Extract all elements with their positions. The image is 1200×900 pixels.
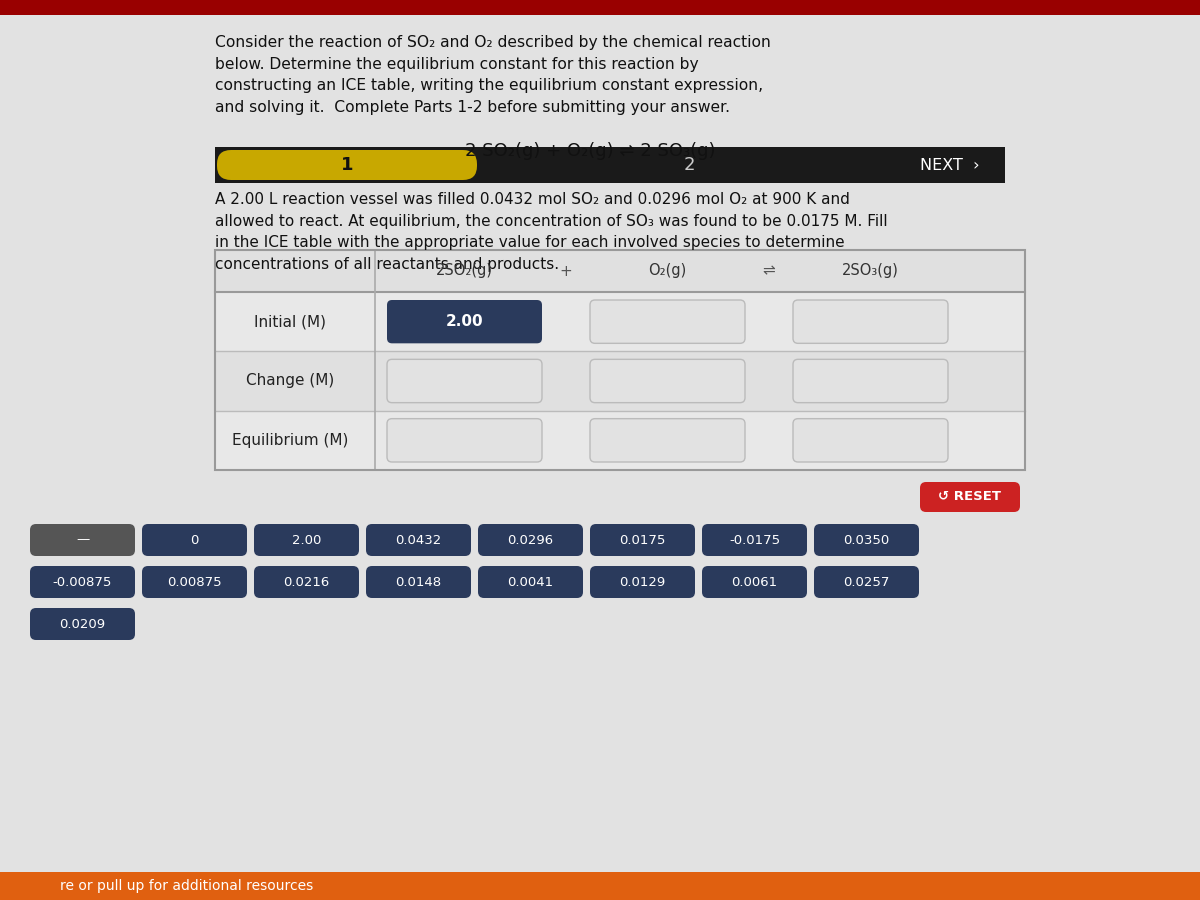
Text: Consider the reaction of SO₂ and O₂ described by the chemical reaction
below. De: Consider the reaction of SO₂ and O₂ desc… — [215, 35, 770, 115]
Text: ⇌: ⇌ — [763, 264, 775, 278]
Bar — [215, 410, 1025, 470]
Bar — [0, 872, 1200, 900]
Text: 0.0257: 0.0257 — [844, 575, 889, 589]
Text: 1: 1 — [341, 156, 353, 174]
Bar — [0, 0, 1200, 15]
Text: NEXT  ›: NEXT › — [920, 158, 979, 173]
FancyBboxPatch shape — [478, 566, 583, 598]
Text: +: + — [559, 264, 572, 278]
Text: —: — — [76, 534, 89, 546]
Bar — [215, 250, 1025, 292]
FancyBboxPatch shape — [702, 524, 808, 556]
Text: A 2.00 L reaction vessel was filled 0.0432 mol SO₂ and 0.0296 mol O₂ at 900 K an: A 2.00 L reaction vessel was filled 0.04… — [215, 192, 888, 272]
FancyBboxPatch shape — [920, 482, 1020, 512]
Text: 0.0296: 0.0296 — [508, 534, 553, 546]
FancyBboxPatch shape — [478, 524, 583, 556]
FancyBboxPatch shape — [793, 359, 948, 402]
Text: 2.00: 2.00 — [292, 534, 322, 546]
Text: Equilibrium (M): Equilibrium (M) — [232, 433, 348, 448]
FancyBboxPatch shape — [366, 566, 470, 598]
FancyBboxPatch shape — [30, 608, 134, 640]
FancyBboxPatch shape — [386, 418, 542, 462]
Text: 0.0209: 0.0209 — [60, 617, 106, 631]
Text: 0.0129: 0.0129 — [619, 575, 666, 589]
Text: 2SO₃(g): 2SO₃(g) — [842, 264, 899, 278]
FancyBboxPatch shape — [793, 300, 948, 343]
FancyBboxPatch shape — [142, 524, 247, 556]
FancyBboxPatch shape — [386, 300, 542, 343]
FancyBboxPatch shape — [217, 150, 478, 180]
FancyBboxPatch shape — [590, 418, 745, 462]
Text: 0: 0 — [191, 534, 199, 546]
Text: ↺ RESET: ↺ RESET — [938, 491, 1002, 503]
Bar — [215, 250, 1025, 470]
Text: 0.0350: 0.0350 — [844, 534, 889, 546]
FancyBboxPatch shape — [142, 566, 247, 598]
FancyBboxPatch shape — [30, 524, 134, 556]
Text: 0.0148: 0.0148 — [396, 575, 442, 589]
Bar — [215, 250, 1025, 470]
Text: 0.0061: 0.0061 — [732, 575, 778, 589]
Text: 0.0216: 0.0216 — [283, 575, 330, 589]
FancyBboxPatch shape — [793, 418, 948, 462]
Bar — [215, 351, 1025, 410]
Text: 2: 2 — [683, 156, 695, 174]
Text: O₂(g): O₂(g) — [648, 264, 686, 278]
Text: 0.00875: 0.00875 — [167, 575, 222, 589]
Text: -0.00875: -0.00875 — [53, 575, 112, 589]
Text: 0.0432: 0.0432 — [395, 534, 442, 546]
FancyBboxPatch shape — [590, 359, 745, 402]
Text: 0.0175: 0.0175 — [619, 534, 666, 546]
FancyBboxPatch shape — [590, 566, 695, 598]
FancyBboxPatch shape — [254, 524, 359, 556]
FancyBboxPatch shape — [814, 566, 919, 598]
Text: re or pull up for additional resources: re or pull up for additional resources — [60, 879, 313, 893]
FancyBboxPatch shape — [814, 524, 919, 556]
FancyBboxPatch shape — [366, 524, 470, 556]
Text: Change (M): Change (M) — [246, 374, 334, 389]
Text: 2.00: 2.00 — [445, 314, 484, 329]
Bar — [215, 292, 1025, 351]
Text: 0.0041: 0.0041 — [508, 575, 553, 589]
Text: 2SO₂(g): 2SO₂(g) — [436, 264, 493, 278]
FancyBboxPatch shape — [590, 524, 695, 556]
Text: 2 SO₂(g) + O₂(g) ⇌ 2 SO₃(g): 2 SO₂(g) + O₂(g) ⇌ 2 SO₃(g) — [464, 142, 715, 160]
Text: Initial (M): Initial (M) — [254, 314, 326, 329]
FancyBboxPatch shape — [702, 566, 808, 598]
Text: -0.0175: -0.0175 — [728, 534, 780, 546]
FancyBboxPatch shape — [254, 566, 359, 598]
FancyBboxPatch shape — [386, 359, 542, 402]
Bar — [215, 147, 1006, 183]
FancyBboxPatch shape — [590, 300, 745, 343]
FancyBboxPatch shape — [30, 566, 134, 598]
